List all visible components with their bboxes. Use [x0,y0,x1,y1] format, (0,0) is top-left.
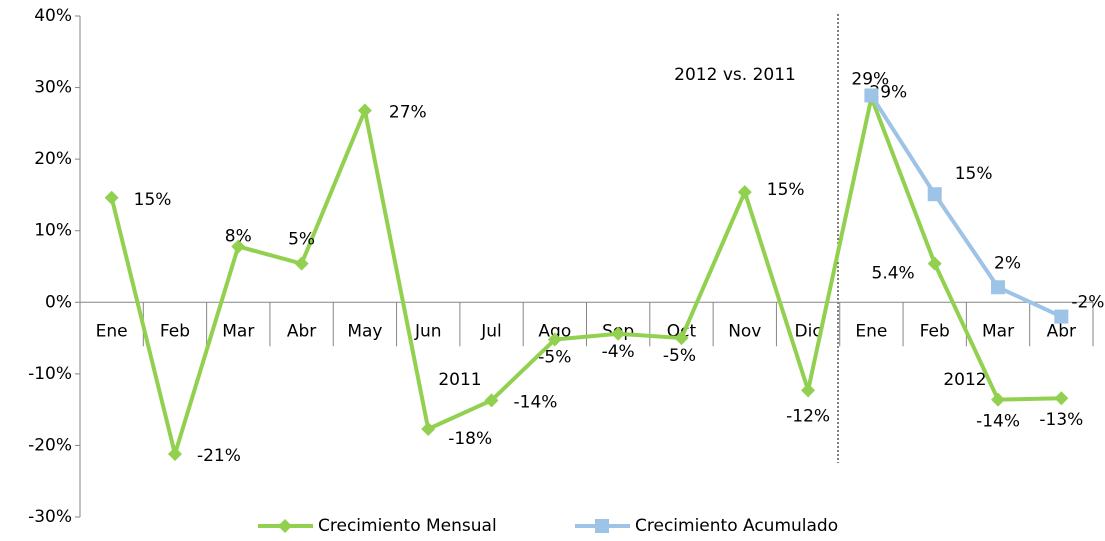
marker [801,383,816,398]
x-tick-label: May [347,321,382,341]
legend-label: Crecimiento Acumulado [635,516,838,536]
y-tick-label: 30% [34,78,72,98]
data-label: 29% [851,69,889,89]
marker [1054,309,1069,324]
data-label: 15% [767,180,805,200]
data-label: 5.4% [872,264,915,284]
marker [991,280,1006,295]
x-tick-label: Ene [855,321,887,341]
x-tick-label: Mar [982,321,1014,341]
marker [104,190,119,205]
data-label: -14% [976,412,1020,432]
y-tick-label: 40% [34,6,72,26]
y-tick-label: -30% [28,507,72,527]
data-label: 5% [288,230,315,250]
y-tick-label: 10% [34,221,72,241]
data-label: 29% [869,83,907,103]
year-label: 2012 [943,370,986,390]
marker [167,447,182,462]
data-label: -2% [1071,293,1104,313]
data-label: 27% [389,102,427,122]
marker [927,256,942,271]
data-label: -4% [602,342,635,362]
x-tick-label: Abr [1047,321,1076,341]
data-label: -5% [538,348,571,368]
annotation: 2012 vs. 2011 [674,65,796,85]
data-label: -12% [786,406,830,426]
y-tick-label: 20% [34,149,72,169]
data-label: -18% [448,429,492,449]
marker [231,239,246,254]
y-tick-label: -10% [28,364,72,384]
y-tick-label: 0% [45,292,72,312]
series-line [869,94,1063,319]
y-tick-label: -20% [28,435,72,455]
series-line [109,90,1062,462]
legend-marker [595,519,609,533]
x-tick-label: Nov [728,321,761,341]
x-tick-label: Jun [414,321,442,341]
marker [864,88,879,103]
x-tick-label: Jul [480,321,502,341]
marker [547,332,562,347]
x-tick-label: Feb [920,321,950,341]
marker [991,392,1006,407]
x-tick-label: Dic [795,321,822,341]
marker [484,393,499,408]
marker [611,326,626,341]
year-label: 2011 [438,370,481,390]
data-label: 8% [225,226,252,246]
data-label: 15% [134,190,172,210]
marker [421,421,436,436]
marker [357,103,372,118]
data-label: 2% [994,253,1021,273]
data-label: -21% [197,446,241,466]
x-tick-label: Feb [160,321,190,341]
x-tick-label: Abr [287,321,316,341]
data-label: -5% [663,346,696,366]
x-tick-label: Ago [538,321,571,341]
legend-label: Crecimiento Mensual [318,516,497,536]
marker [1054,391,1069,406]
marker [737,185,752,200]
marker [674,331,689,346]
data-label: -13% [1039,410,1083,430]
data-label: 15% [955,164,993,184]
marker [294,256,309,271]
x-tick-label: Mar [222,321,254,341]
data-label: -14% [514,392,558,412]
x-tick-label: Ene [96,321,128,341]
marker [927,187,942,202]
legend-marker [278,519,292,533]
